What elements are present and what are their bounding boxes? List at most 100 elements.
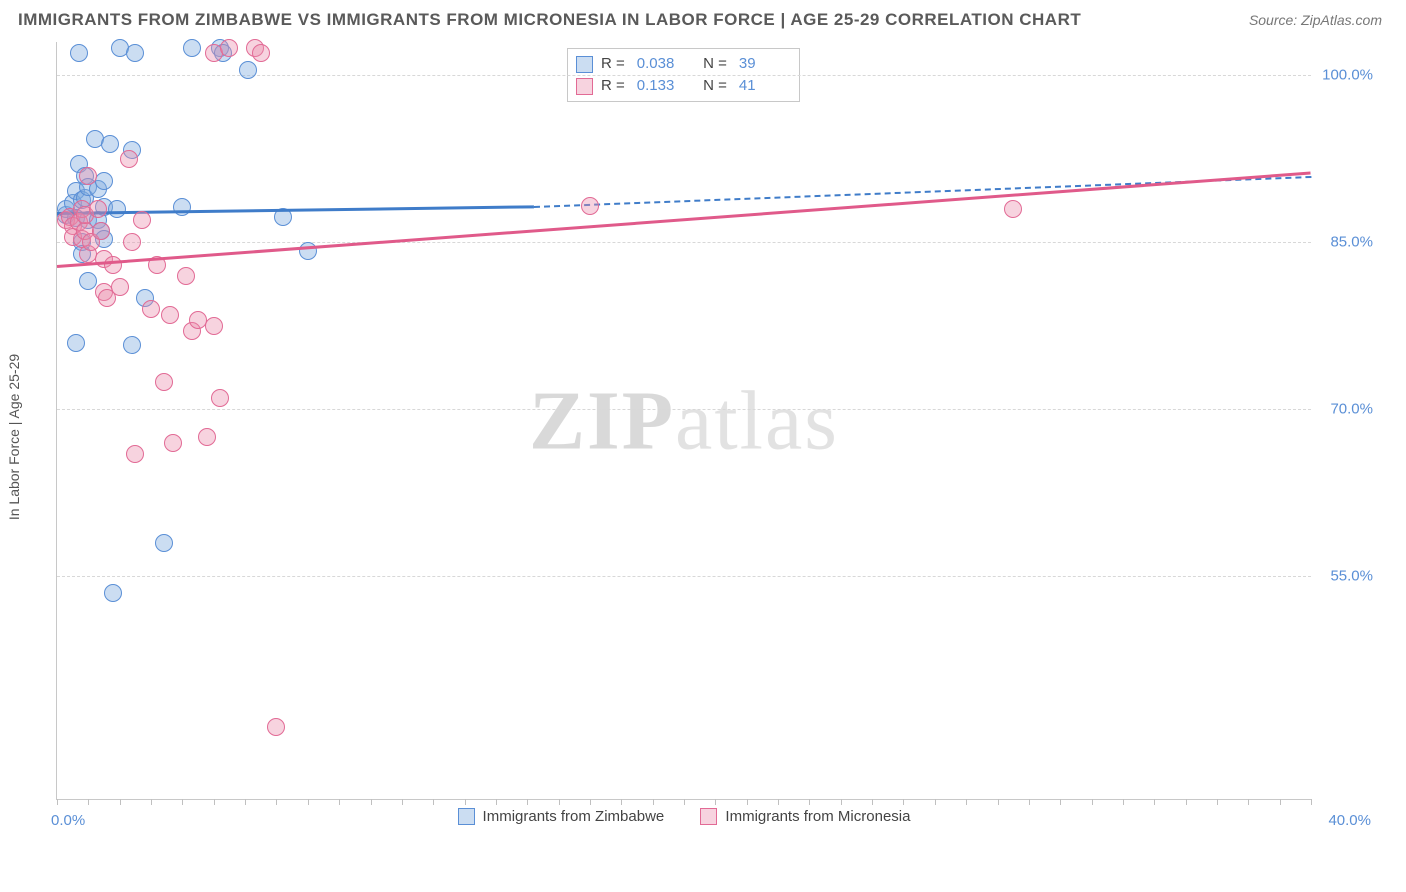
x-tick — [182, 799, 183, 805]
data-point-series-2 — [161, 306, 179, 324]
data-point-series-2 — [89, 200, 107, 218]
x-tick — [903, 799, 904, 805]
x-axis-max-label: 40.0% — [1328, 812, 1371, 829]
x-tick — [371, 799, 372, 805]
data-point-series-2 — [198, 428, 216, 446]
x-tick — [715, 799, 716, 805]
x-tick — [57, 799, 58, 805]
watermark-bold: ZIP — [529, 374, 675, 467]
legend-label-2: Immigrants from Micronesia — [725, 808, 910, 825]
chart-area: In Labor Force | Age 25-29 ZIPatlas R = … — [56, 42, 1376, 832]
stats-n-value-1: 39 — [739, 53, 789, 75]
x-tick — [559, 799, 560, 805]
plot-region: ZIPatlas R = 0.038 N = 39 R = 0.133 N = … — [56, 42, 1311, 800]
data-point-series-1 — [70, 44, 88, 62]
data-point-series-2 — [220, 39, 238, 57]
y-tick-label: 85.0% — [1318, 234, 1373, 251]
stats-n-value-2: 41 — [739, 75, 789, 97]
x-tick — [245, 799, 246, 805]
swatch-series-2 — [576, 78, 593, 95]
gridline-h — [57, 242, 1311, 243]
watermark-light: atlas — [675, 374, 839, 467]
x-tick — [1060, 799, 1061, 805]
data-point-series-2 — [111, 278, 129, 296]
data-point-series-2 — [581, 197, 599, 215]
data-point-series-2 — [142, 300, 160, 318]
stats-n-label: N = — [695, 75, 727, 97]
x-tick — [151, 799, 152, 805]
data-point-series-2 — [123, 233, 141, 251]
x-tick — [1092, 799, 1093, 805]
data-point-series-1 — [79, 272, 97, 290]
swatch-series-1 — [576, 56, 593, 73]
data-point-series-2 — [177, 267, 195, 285]
x-tick — [872, 799, 873, 805]
legend-swatch-2 — [700, 808, 717, 825]
data-point-series-1 — [67, 334, 85, 352]
data-point-series-2 — [104, 256, 122, 274]
data-point-series-2 — [164, 434, 182, 452]
data-point-series-2 — [1004, 200, 1022, 218]
x-tick — [653, 799, 654, 805]
chart-container: IMMIGRANTS FROM ZIMBABWE VS IMMIGRANTS F… — [0, 0, 1406, 892]
data-point-series-2 — [252, 44, 270, 62]
x-tick — [339, 799, 340, 805]
data-point-series-1 — [95, 172, 113, 190]
data-point-series-2 — [133, 211, 151, 229]
x-tick — [590, 799, 591, 805]
data-point-series-1 — [101, 135, 119, 153]
watermark: ZIPatlas — [529, 372, 839, 469]
x-tick — [935, 799, 936, 805]
legend-swatch-1 — [458, 808, 475, 825]
gridline-h — [57, 409, 1311, 410]
data-point-series-1 — [126, 44, 144, 62]
gridline-h — [57, 576, 1311, 577]
x-tick — [465, 799, 466, 805]
data-point-series-1 — [155, 534, 173, 552]
stats-r-value-2: 0.133 — [637, 75, 687, 97]
trend-line — [57, 171, 1311, 268]
stats-r-value-1: 0.038 — [637, 53, 687, 75]
x-tick — [1280, 799, 1281, 805]
x-tick — [1123, 799, 1124, 805]
x-tick — [966, 799, 967, 805]
x-tick — [527, 799, 528, 805]
x-tick — [496, 799, 497, 805]
x-tick — [1154, 799, 1155, 805]
stats-n-label: N = — [695, 53, 727, 75]
x-tick — [1217, 799, 1218, 805]
x-tick — [433, 799, 434, 805]
legend-item-2: Immigrants from Micronesia — [700, 808, 910, 825]
x-tick — [276, 799, 277, 805]
x-tick — [621, 799, 622, 805]
x-tick — [120, 799, 121, 805]
data-point-series-2 — [205, 317, 223, 335]
legend-bottom: Immigrants from Zimbabwe Immigrants from… — [57, 808, 1311, 829]
legend-label-1: Immigrants from Zimbabwe — [483, 808, 665, 825]
y-tick-label: 100.0% — [1318, 67, 1373, 84]
data-point-series-2 — [120, 150, 138, 168]
data-point-series-2 — [267, 718, 285, 736]
y-tick-label: 70.0% — [1318, 401, 1373, 418]
x-tick — [88, 799, 89, 805]
data-point-series-1 — [108, 200, 126, 218]
data-point-series-1 — [239, 61, 257, 79]
data-point-series-2 — [126, 445, 144, 463]
x-tick — [841, 799, 842, 805]
x-tick — [1186, 799, 1187, 805]
x-tick — [809, 799, 810, 805]
data-point-series-2 — [211, 389, 229, 407]
x-tick — [747, 799, 748, 805]
chart-title: IMMIGRANTS FROM ZIMBABWE VS IMMIGRANTS F… — [18, 10, 1388, 30]
x-tick — [402, 799, 403, 805]
trend-line — [57, 206, 534, 216]
data-point-series-1 — [104, 584, 122, 602]
x-tick — [998, 799, 999, 805]
stats-row-2: R = 0.133 N = 41 — [576, 75, 789, 97]
x-tick — [214, 799, 215, 805]
source-attribution: Source: ZipAtlas.com — [1249, 12, 1382, 28]
stats-r-label: R = — [601, 75, 625, 97]
x-tick — [778, 799, 779, 805]
data-point-series-1 — [183, 39, 201, 57]
y-tick-label: 55.0% — [1318, 568, 1373, 585]
